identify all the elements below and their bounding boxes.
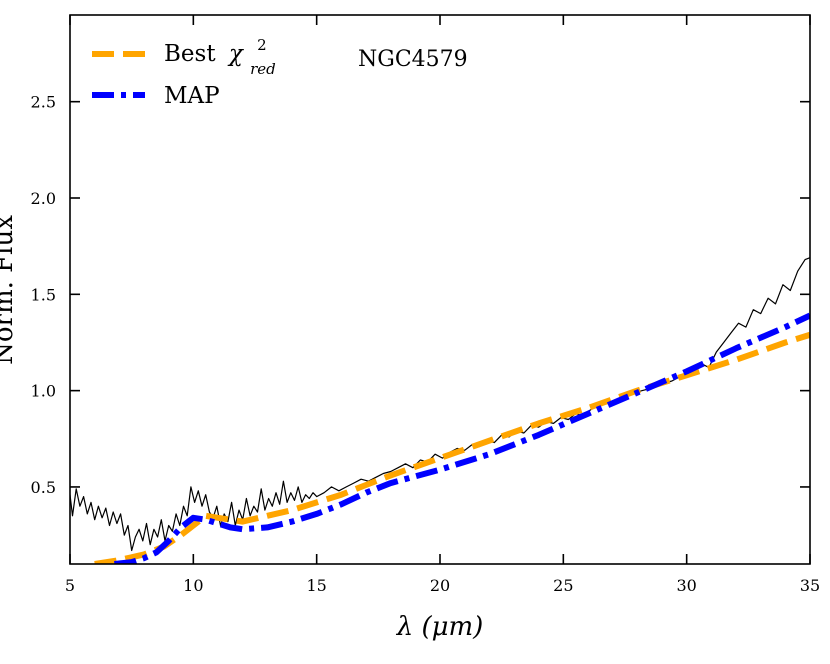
y-tick-label: 2.5: [31, 93, 56, 112]
series-line-observed: [70, 257, 810, 552]
legend-label-best: Best χ red 2: [164, 36, 283, 80]
y-tick-label: 1.0: [31, 382, 56, 401]
y-tick-label: 1.5: [31, 285, 56, 304]
x-axis-title: λ (μm): [396, 612, 484, 642]
x-tick-label: 30: [676, 576, 696, 595]
y-axis-title: Norm. Flux: [0, 215, 19, 365]
legend-label-map: MAP: [164, 83, 220, 109]
series-line-map: [114, 312, 810, 564]
x-tick-label: 25: [553, 576, 573, 595]
x-tick-label: 20: [430, 576, 450, 595]
x-tick-label: 35: [800, 576, 820, 595]
x-tick-label: 15: [306, 576, 326, 595]
y-tick-label: 0.5: [31, 478, 56, 497]
x-tick-label: 10: [183, 576, 203, 595]
series-layer: [70, 257, 810, 564]
series-line-best: [94, 331, 810, 564]
tick-layer: 5 10 15 20 25 30 35 0.5 1.0 1.5 2.0 2.5: [31, 15, 820, 595]
y-tick-label: 2.0: [31, 189, 56, 208]
object-name-annotation: NGC4579: [358, 47, 468, 72]
x-tick-label: 5: [65, 576, 75, 595]
legend: Best χ red 2 MAP: [92, 36, 283, 109]
